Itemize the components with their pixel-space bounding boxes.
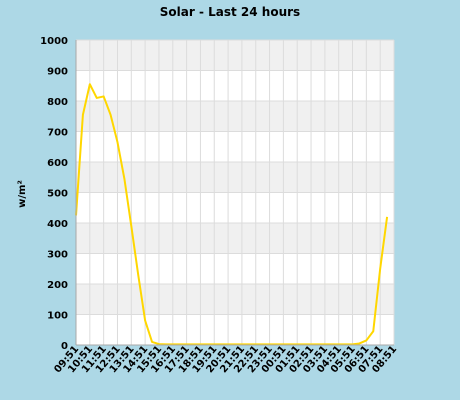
y-tick-label: 700	[47, 128, 68, 139]
y-tick-label: 100	[47, 311, 68, 322]
plot-band	[76, 101, 394, 132]
y-tick-label: 800	[47, 97, 68, 108]
plot-band	[76, 131, 394, 162]
y-axis-label: w/m²	[17, 180, 28, 208]
y-tick-label: 400	[47, 219, 68, 230]
series-line	[75, 83, 389, 346]
chart-title: Solar - Last 24 hours	[160, 5, 300, 19]
y-tick-label: 1000	[40, 36, 68, 47]
x-tick-labels: 09:5110:5111:5112:5113:5114:5115:5116:51…	[52, 344, 399, 375]
y-tick-label: 500	[47, 189, 68, 200]
plot-band	[76, 70, 394, 101]
axes	[75, 40, 394, 346]
series-layer	[75, 83, 389, 346]
plot-band	[76, 253, 394, 284]
y-tick-label: 600	[47, 158, 68, 169]
y-tick-label: 0	[61, 341, 68, 352]
plot-band	[76, 284, 394, 315]
y-tick-label: 300	[47, 250, 68, 261]
plot-band	[76, 40, 394, 71]
plot-band	[76, 223, 394, 254]
plot-band	[76, 162, 394, 193]
y-tick-label: 900	[47, 67, 68, 78]
plot-band	[76, 192, 394, 223]
plot-band	[76, 314, 394, 345]
y-tick-labels: 0 100 200 300 400 500 600 700 800 900 1000	[40, 36, 68, 352]
y-tick-label: 200	[47, 280, 68, 291]
